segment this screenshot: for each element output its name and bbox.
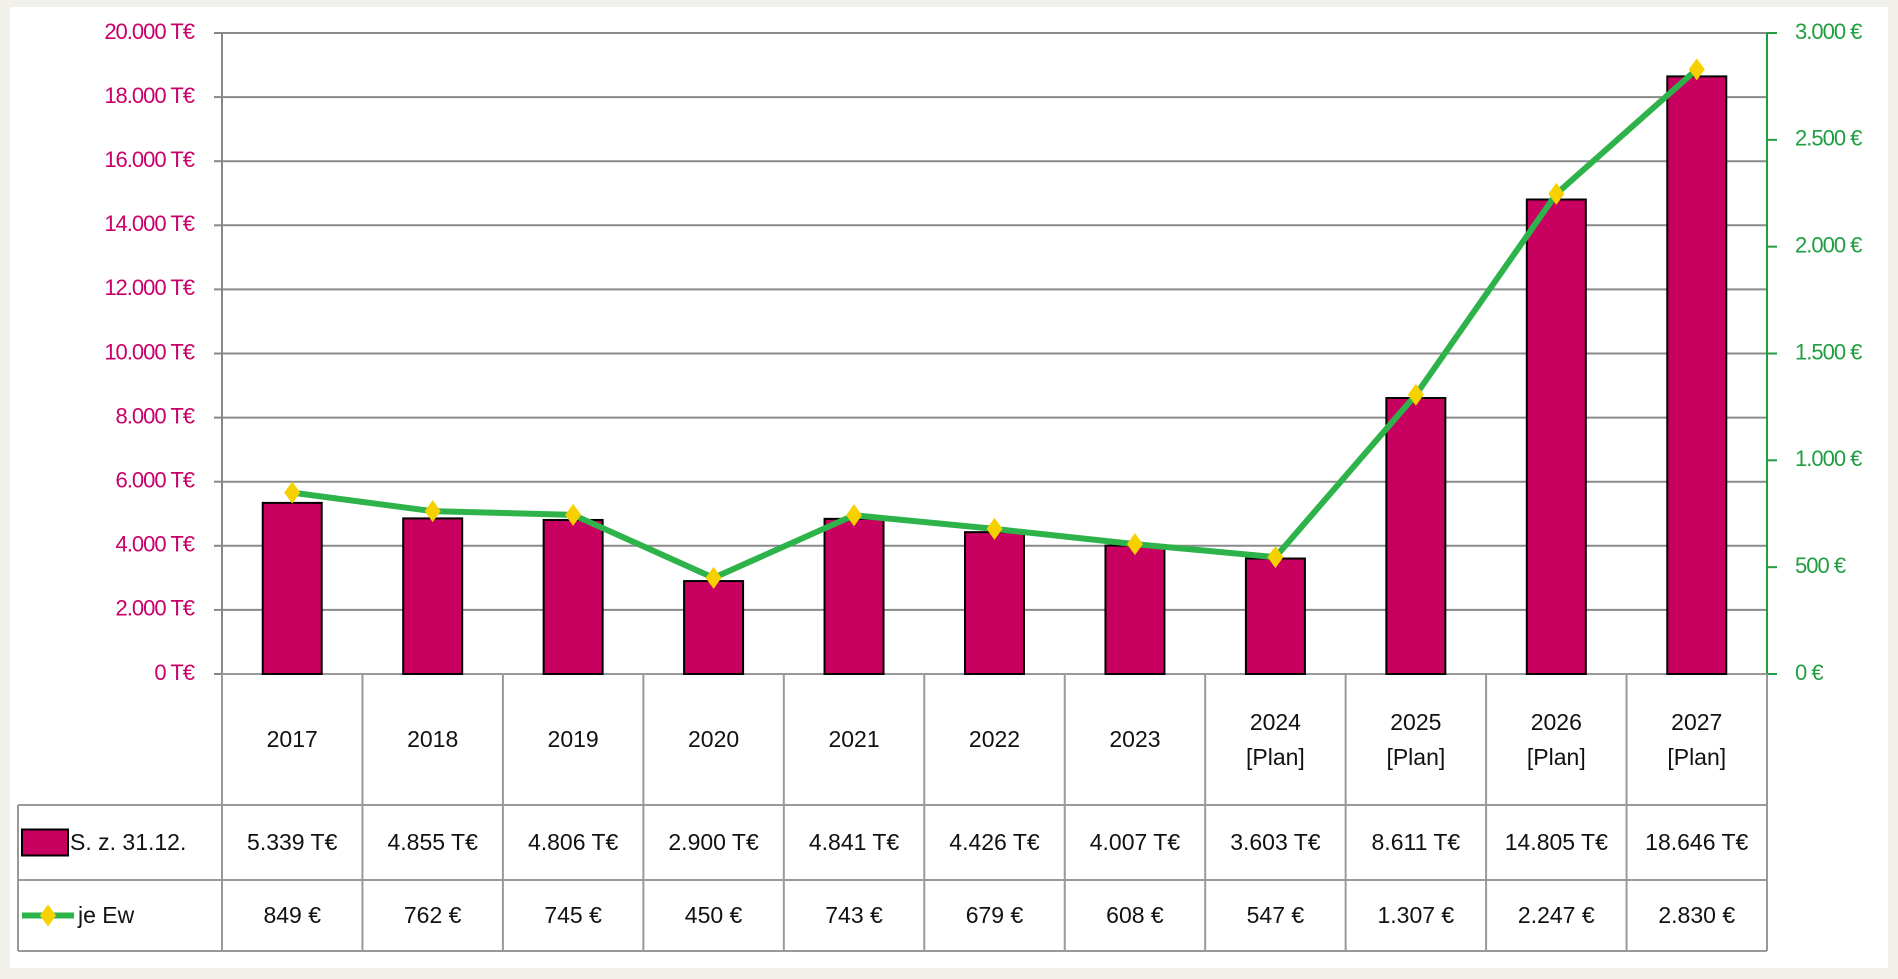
bar — [1385, 397, 1447, 675]
marker — [705, 566, 722, 589]
x-tick-label: 2022 — [968, 726, 1021, 753]
marker — [1267, 546, 1284, 569]
data-label: 547 € — [1246, 902, 1305, 929]
x-tick-label: 2024 [Plan] — [1245, 709, 1305, 770]
data-label: 2.830 € — [1658, 902, 1736, 929]
y-tick-label: 2.000 T€ — [116, 596, 195, 621]
data-label: 745 € — [544, 902, 602, 929]
marker — [284, 481, 301, 504]
legend-marker — [40, 904, 56, 927]
bar — [1244, 557, 1306, 676]
bar — [823, 517, 885, 675]
y2-tick-label: 3.000 € — [1795, 19, 1862, 44]
data-label: 5.339 T€ — [247, 829, 338, 856]
data-label: 849 € — [263, 902, 321, 929]
bar — [964, 531, 1025, 676]
x-tick-label: 2026 [Plan] — [1526, 709, 1586, 770]
marker — [846, 504, 863, 527]
data-label: 608 € — [1106, 902, 1164, 929]
y-tick-label: 6.000 T€ — [116, 468, 195, 493]
y2-tick-label: 1.000 € — [1795, 446, 1862, 471]
y2-tick-label: 2.500 € — [1795, 126, 1862, 151]
y-tick-label: 12.000 T€ — [104, 275, 194, 300]
x-tick-label: 2017 — [266, 726, 318, 753]
data-label: 743 € — [825, 902, 883, 929]
x-tick-label: 2027 [Plan] — [1667, 709, 1727, 770]
data-label: 18.646 T€ — [1645, 829, 1749, 856]
data-label: 2.900 T€ — [668, 829, 759, 856]
x-tick-label: 2025 [Plan] — [1386, 709, 1446, 770]
data-label: 450 € — [684, 902, 743, 929]
bar — [402, 517, 464, 676]
data-label: 8.611 T€ — [1371, 829, 1461, 856]
bar — [1666, 75, 1728, 676]
bar — [1104, 544, 1166, 675]
marker — [565, 503, 582, 526]
y2-tick-label: 1.500 € — [1795, 339, 1862, 364]
y-tick-label: 4.000 T€ — [116, 532, 195, 557]
x-tick-label: 2020 — [688, 726, 740, 753]
x-tick-label: 2021 — [828, 726, 880, 753]
marker — [986, 517, 1003, 540]
y2-tick-label: 500 € — [1795, 553, 1846, 578]
line — [291, 67, 1699, 581]
data-label: 679 € — [965, 902, 1024, 929]
bar — [542, 518, 604, 676]
data-label: 762 € — [403, 902, 462, 929]
y-tick-label: 18.000 T€ — [104, 83, 194, 108]
legend-label: S. z. 31.12. — [70, 829, 187, 856]
y-tick-label: 16.000 T€ — [104, 147, 194, 172]
bar — [261, 501, 323, 675]
marker — [424, 500, 441, 523]
bar — [1525, 198, 1587, 675]
marker — [1688, 58, 1705, 81]
data-label: 14.805 T€ — [1504, 829, 1608, 856]
y-tick-label: 14.000 T€ — [104, 211, 194, 236]
x-tick-label: 2018 — [407, 726, 459, 753]
data-label: 4.855 T€ — [387, 829, 478, 856]
y-tick-label: 0 T€ — [154, 660, 194, 685]
data-label: 4.007 T€ — [1089, 829, 1181, 856]
marker — [1548, 182, 1565, 205]
y-tick-label: 20.000 T€ — [104, 19, 194, 44]
y-tick-label: 8.000 T€ — [116, 403, 195, 428]
marker — [1407, 383, 1424, 406]
y-tick-label: 10.000 T€ — [104, 339, 194, 364]
bar — [683, 580, 745, 675]
data-label: 2.247 € — [1517, 902, 1595, 929]
legend-swatch — [21, 828, 69, 857]
legend-label: je Ew — [78, 902, 135, 929]
x-tick-label: 2019 — [547, 726, 599, 753]
x-tick-label: 2023 — [1109, 726, 1161, 753]
data-label: 4.426 T€ — [949, 829, 1040, 856]
data-label: 4.806 T€ — [527, 829, 619, 856]
data-label: 1.307 € — [1377, 902, 1455, 929]
marker — [1126, 533, 1143, 556]
data-label: 3.603 T€ — [1230, 829, 1321, 856]
data-label: 4.841 T€ — [808, 829, 900, 856]
y2-tick-label: 2.000 € — [1795, 232, 1862, 257]
y2-tick-label: 0 € — [1795, 660, 1823, 685]
